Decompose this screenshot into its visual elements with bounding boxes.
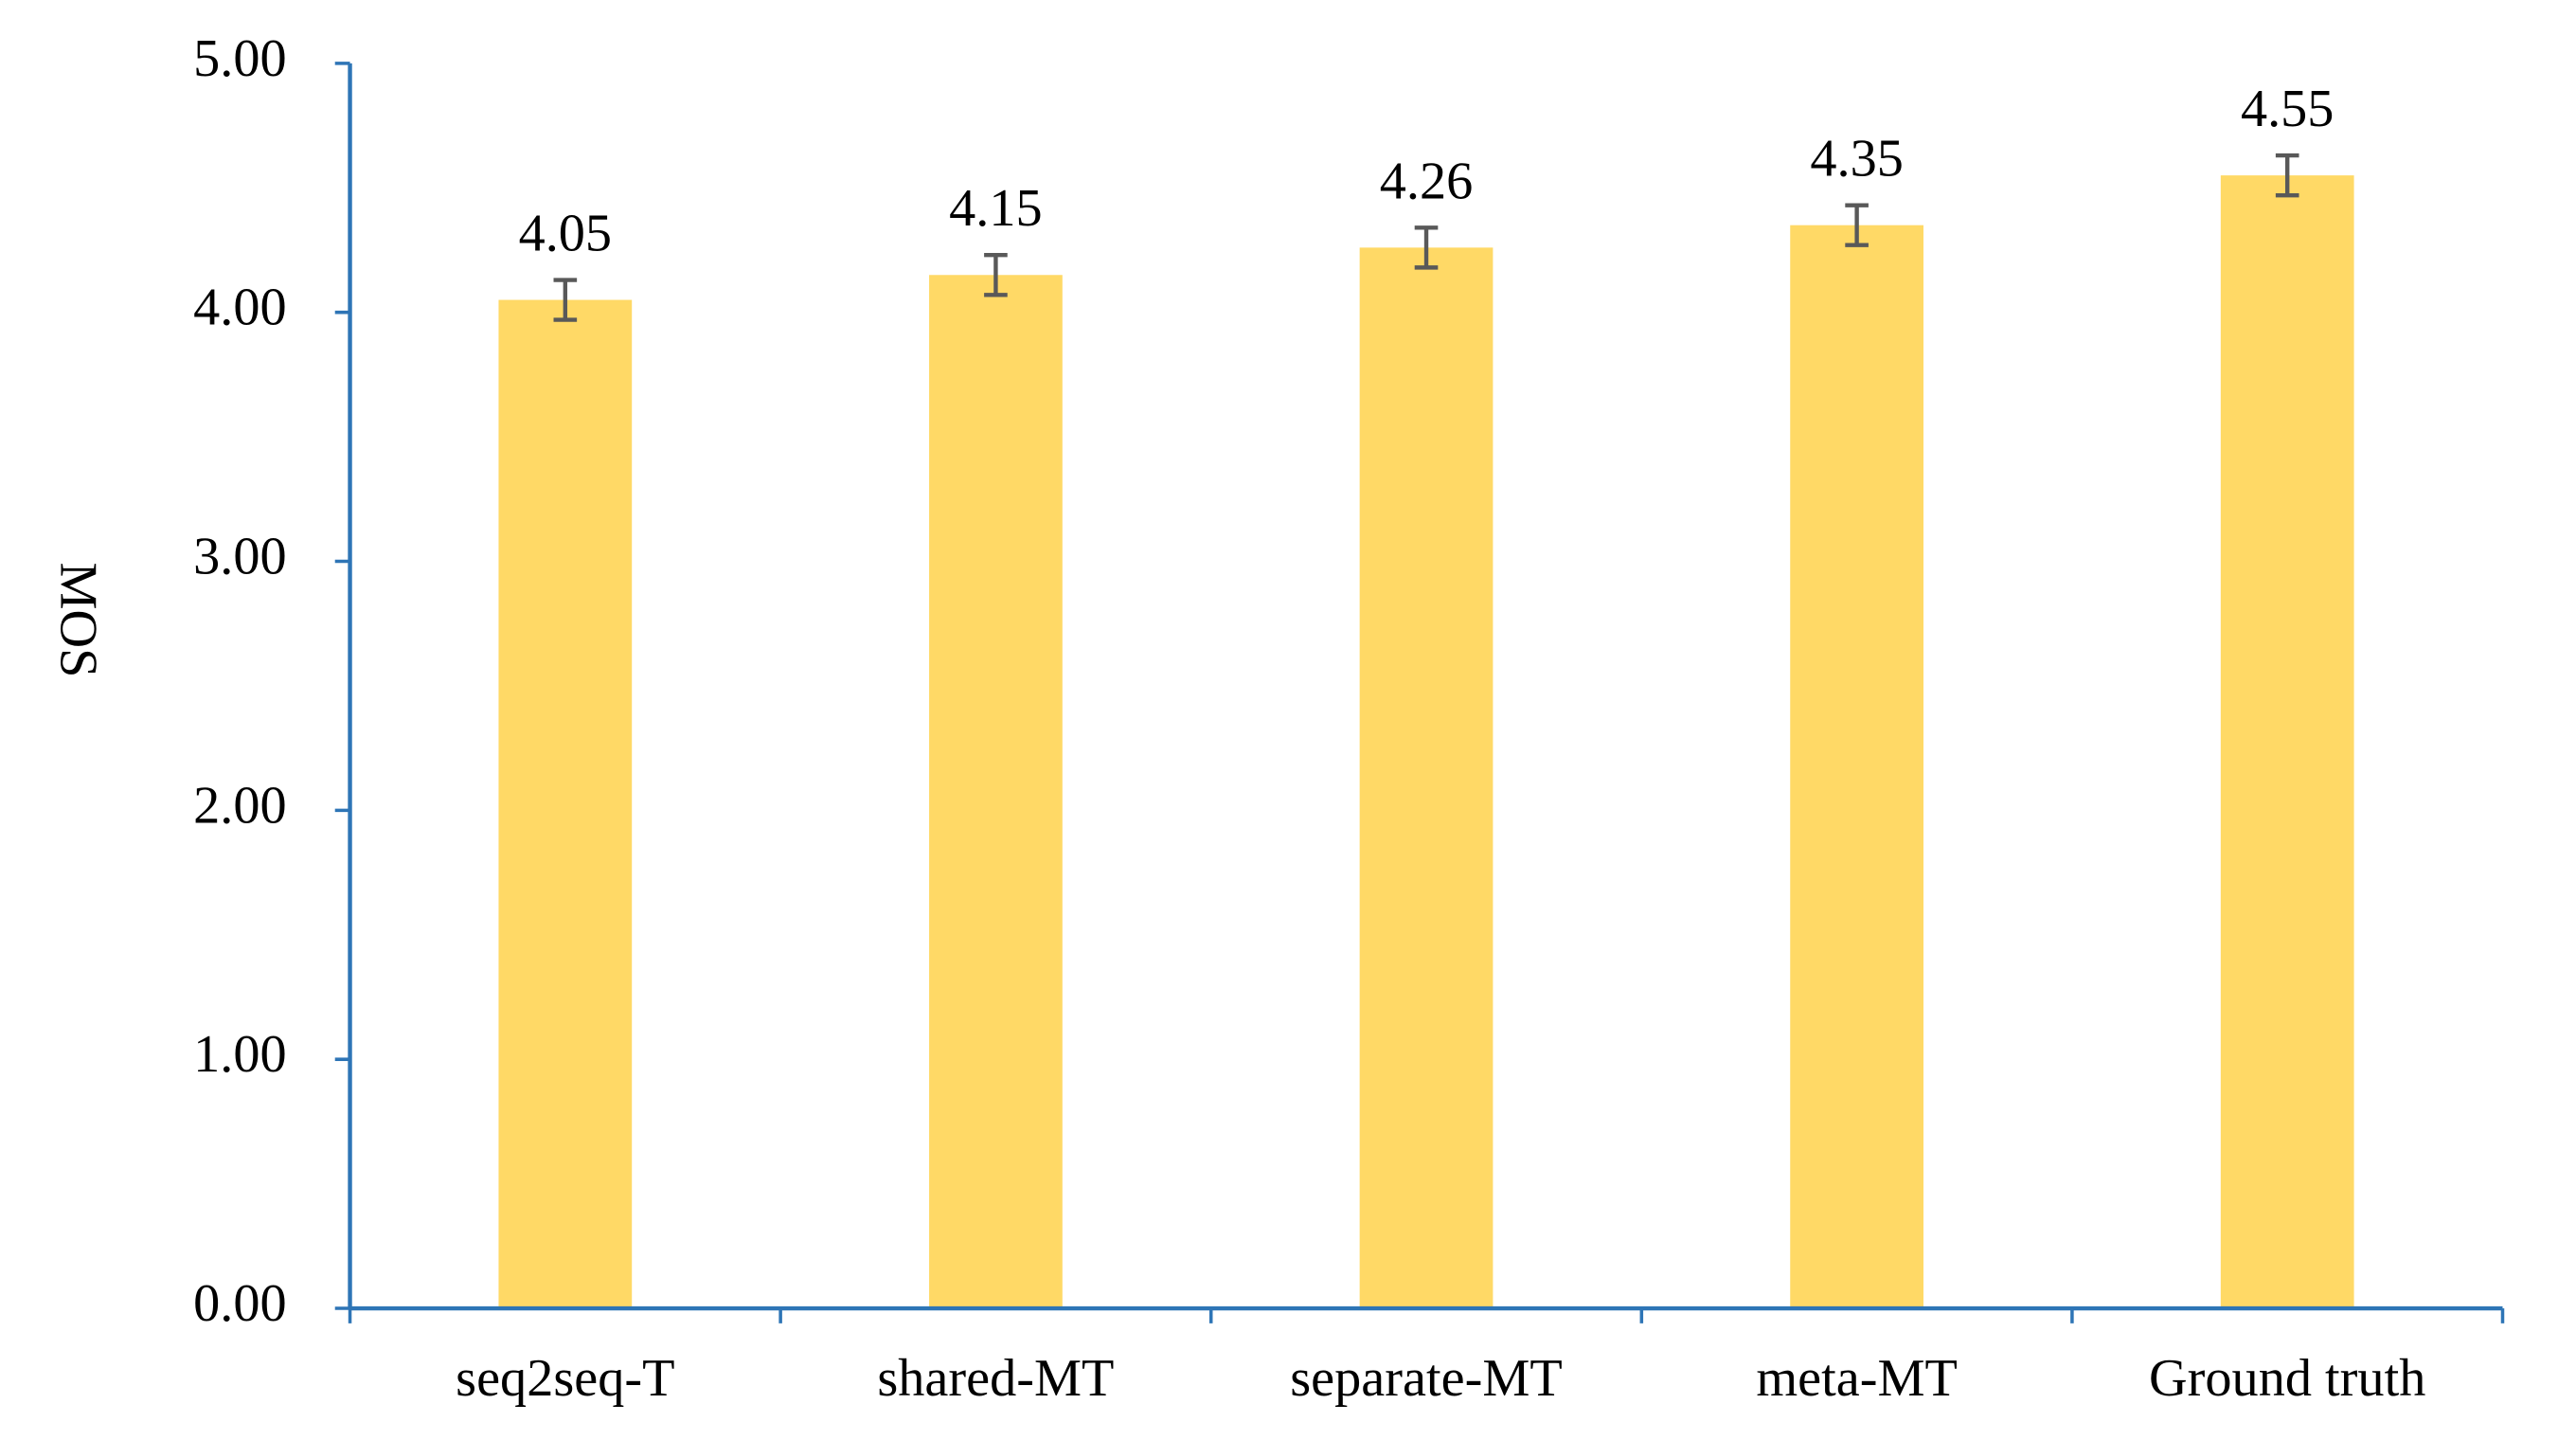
x-tick-label: Ground truth	[2149, 1349, 2425, 1408]
error-bar	[1845, 203, 1869, 247]
x-tick-label: separate-MT	[1290, 1349, 1563, 1408]
y-axis-label: MOS	[49, 562, 108, 677]
data-label: 4.35	[1810, 130, 1904, 189]
y-tick-label: 1.00	[193, 1025, 286, 1084]
x-tick-label: seq2seq-T	[456, 1349, 674, 1408]
data-label: 4.26	[1380, 152, 1474, 210]
error-bar	[553, 278, 578, 322]
error-bar	[984, 253, 1008, 297]
data-label: 4.15	[949, 179, 1043, 238]
y-tick-label: 0.00	[193, 1274, 286, 1333]
y-tick-label: 2.00	[193, 776, 286, 835]
data-label: 4.05	[519, 204, 613, 262]
y-tick-label: 5.00	[193, 29, 286, 88]
bar	[929, 275, 1063, 1309]
bar	[498, 299, 633, 1309]
y-tick-label: 4.00	[193, 279, 286, 337]
bar	[2220, 175, 2354, 1309]
x-tick-label: shared-MT	[877, 1349, 1114, 1408]
x-tick-label: meta-MT	[1756, 1349, 1958, 1408]
data-label: 4.55	[2241, 80, 2334, 138]
bar	[1359, 247, 1494, 1309]
error-bar	[2275, 153, 2299, 198]
y-tick-label: 3.00	[193, 527, 286, 585]
error-bar	[1414, 225, 1439, 270]
bar	[1790, 225, 1923, 1309]
